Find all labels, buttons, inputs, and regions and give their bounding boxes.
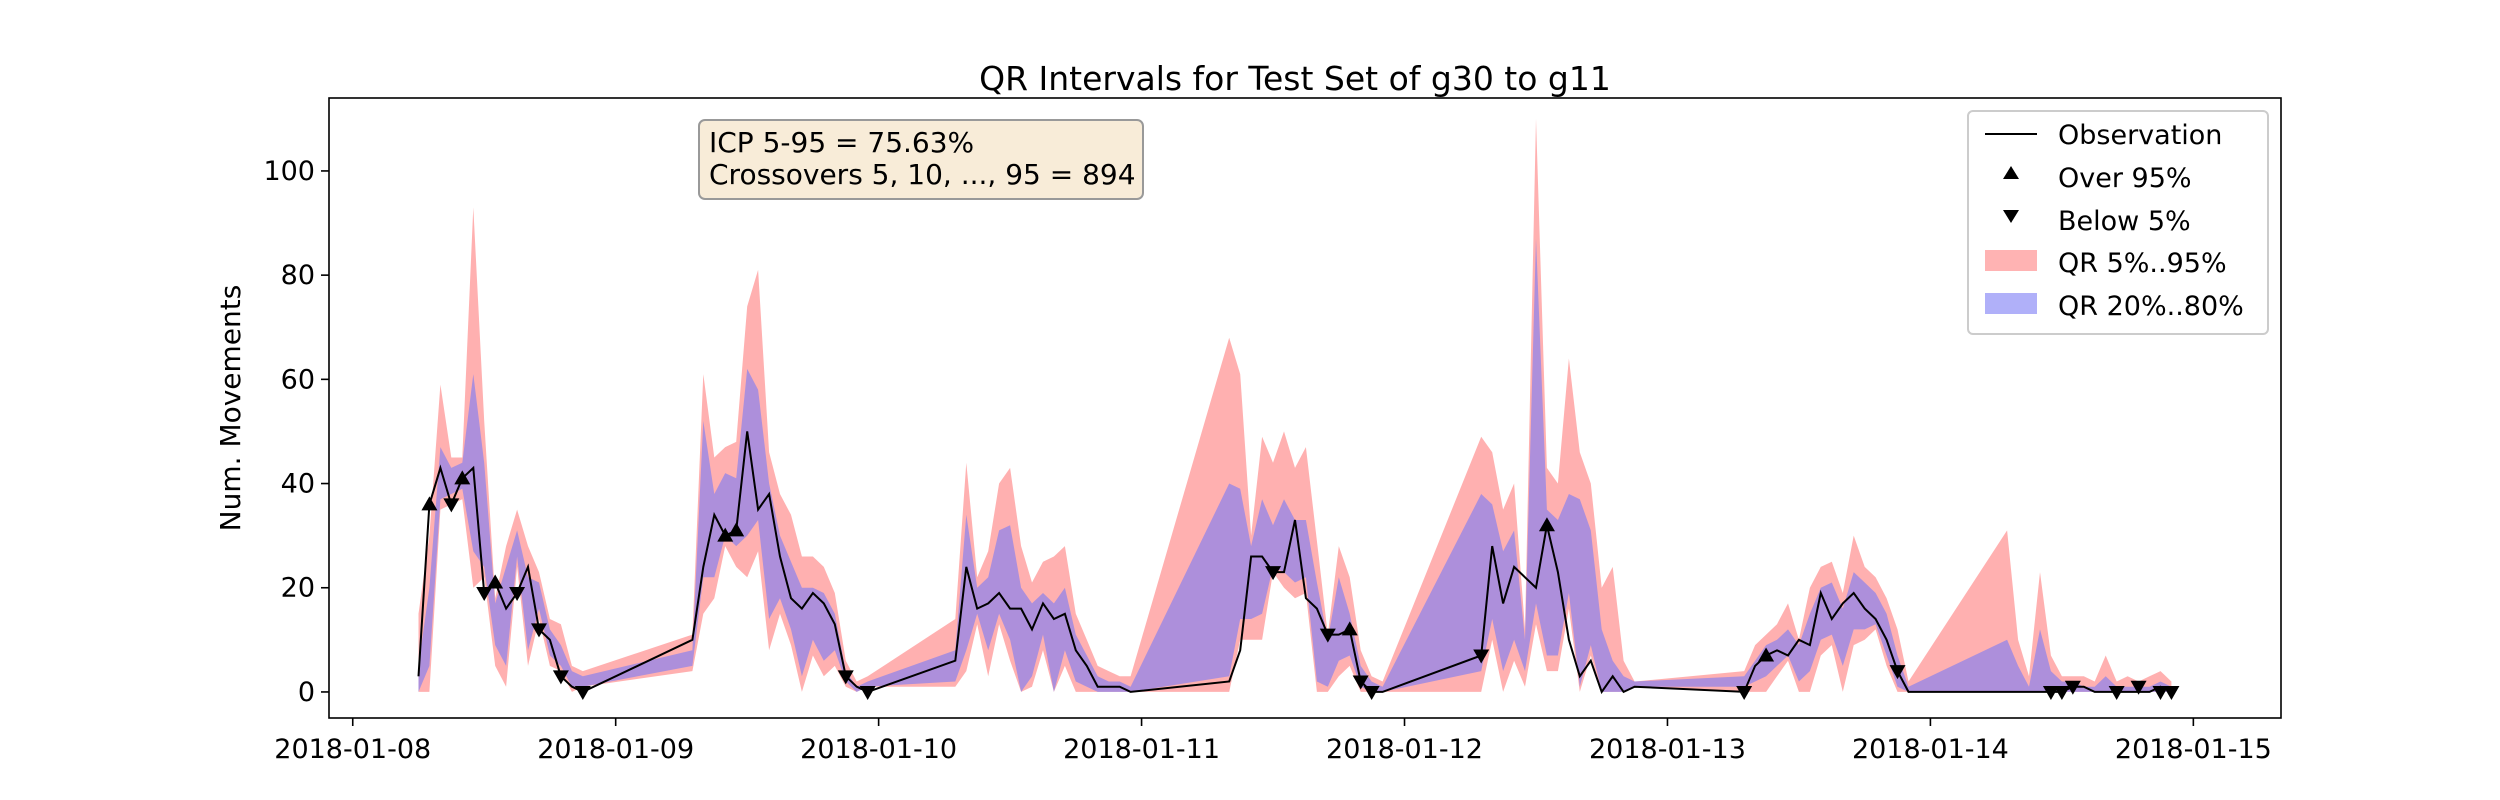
x-tick-label-3: 2018-01-11	[1063, 734, 1220, 765]
annotation-line-icp: ICP 5-95 = 75.63%	[709, 126, 974, 159]
legend-observation-label: Observation	[2058, 120, 2222, 151]
y-tick-label-5: 100	[263, 156, 315, 187]
legend-qr-20-80-swatch	[1985, 293, 2037, 314]
below-5-marker-11	[1363, 685, 1380, 700]
below-5-marker-19	[2130, 680, 2147, 695]
below-5-marker-13	[1736, 685, 1753, 700]
band-qr-5-95	[418, 118, 2172, 692]
below-5-marker-5	[574, 685, 591, 700]
below-5-marker-21	[2163, 685, 2180, 700]
x-tick-label-0: 2018-01-08	[274, 734, 431, 765]
over-95-marker-4	[728, 522, 745, 537]
over-95-marker-2	[487, 574, 504, 589]
over-95-marker-0	[421, 496, 438, 511]
y-tick-label-2: 40	[281, 469, 315, 500]
below-5-marker-8	[1265, 566, 1282, 581]
legend-over-marker	[2003, 166, 2019, 179]
below-5-marker-16	[2053, 685, 2070, 700]
legend-qr-20-80-label: QR 20%..80%	[2058, 291, 2244, 322]
over-95-marker-5	[1341, 621, 1358, 636]
observation-line	[417, 431, 2172, 695]
legend-qr-5-95-swatch	[1985, 250, 2037, 271]
y-tick-label-3: 60	[281, 364, 315, 395]
legend: Observation Over 95% Below 5% QR 5%..95%…	[1967, 110, 2269, 335]
below-5-marker-10	[1352, 675, 1369, 690]
below-5-marker-12	[1473, 649, 1490, 664]
over-95-marker-3	[717, 527, 734, 542]
axes-frame	[328, 97, 2282, 719]
legend-qr-5-95-label: QR 5%..95%	[2058, 248, 2227, 279]
below-5-marker-2	[509, 586, 526, 601]
below-5-marker-18	[2108, 685, 2125, 700]
x-tick-label-4: 2018-01-12	[1326, 734, 1483, 765]
x-tick-label-1: 2018-01-09	[537, 734, 694, 765]
x-tick-label-6: 2018-01-14	[1852, 734, 2009, 765]
over-95-marker-6	[1538, 517, 1555, 532]
annotation-line-crossovers: Crossovers 5, 10, ..., 95 = 894	[709, 158, 1136, 191]
chart-title: QR Intervals for Test Set of g30 to g11	[979, 59, 1611, 98]
plot-area	[417, 118, 2180, 700]
stats-annotation: ICP 5-95 = 75.63% Crossovers 5, 10, ...,…	[698, 119, 1144, 200]
below-5-marker-3	[530, 623, 547, 638]
x-tick-label-7: 2018-01-15	[2115, 734, 2272, 765]
legend-over-label: Over 95%	[2058, 163, 2192, 194]
y-tick-label-0: 0	[298, 677, 315, 708]
annotation-background	[698, 119, 1144, 200]
y-axis-title: Num. Movements	[214, 285, 247, 532]
y-tick-label-4: 80	[281, 260, 315, 291]
below-5-marker-9	[1319, 628, 1336, 643]
below-5-marker-15	[2042, 685, 2059, 700]
band-qr-20-80	[418, 238, 2172, 692]
over-95-marker-7	[1758, 647, 1775, 662]
below-5-marker-4	[552, 670, 569, 685]
legend-frame	[1967, 110, 2269, 335]
over-95-marker-1	[454, 470, 471, 485]
below-5-marker-17	[2064, 680, 2081, 695]
x-tick-label-5: 2018-01-13	[1589, 734, 1746, 765]
below-5-marker-20	[2152, 685, 2169, 700]
below-5-marker-14	[1889, 665, 1906, 680]
below-5-marker-6	[837, 670, 854, 685]
plot-clipped-group	[417, 118, 2172, 695]
x-tick-label-2: 2018-01-10	[800, 734, 957, 765]
legend-below-label: Below 5%	[2058, 206, 2191, 237]
below-5-marker-0	[443, 498, 460, 513]
axes: 0 20 40 60 80 100 2018-01-08 2018-01-09 2018-01-…	[263, 97, 2282, 765]
legend-below-marker	[2003, 210, 2019, 223]
y-tick-label-1: 20	[281, 573, 315, 604]
below-5-marker-7	[859, 685, 876, 700]
below-5-marker-1	[476, 586, 493, 601]
